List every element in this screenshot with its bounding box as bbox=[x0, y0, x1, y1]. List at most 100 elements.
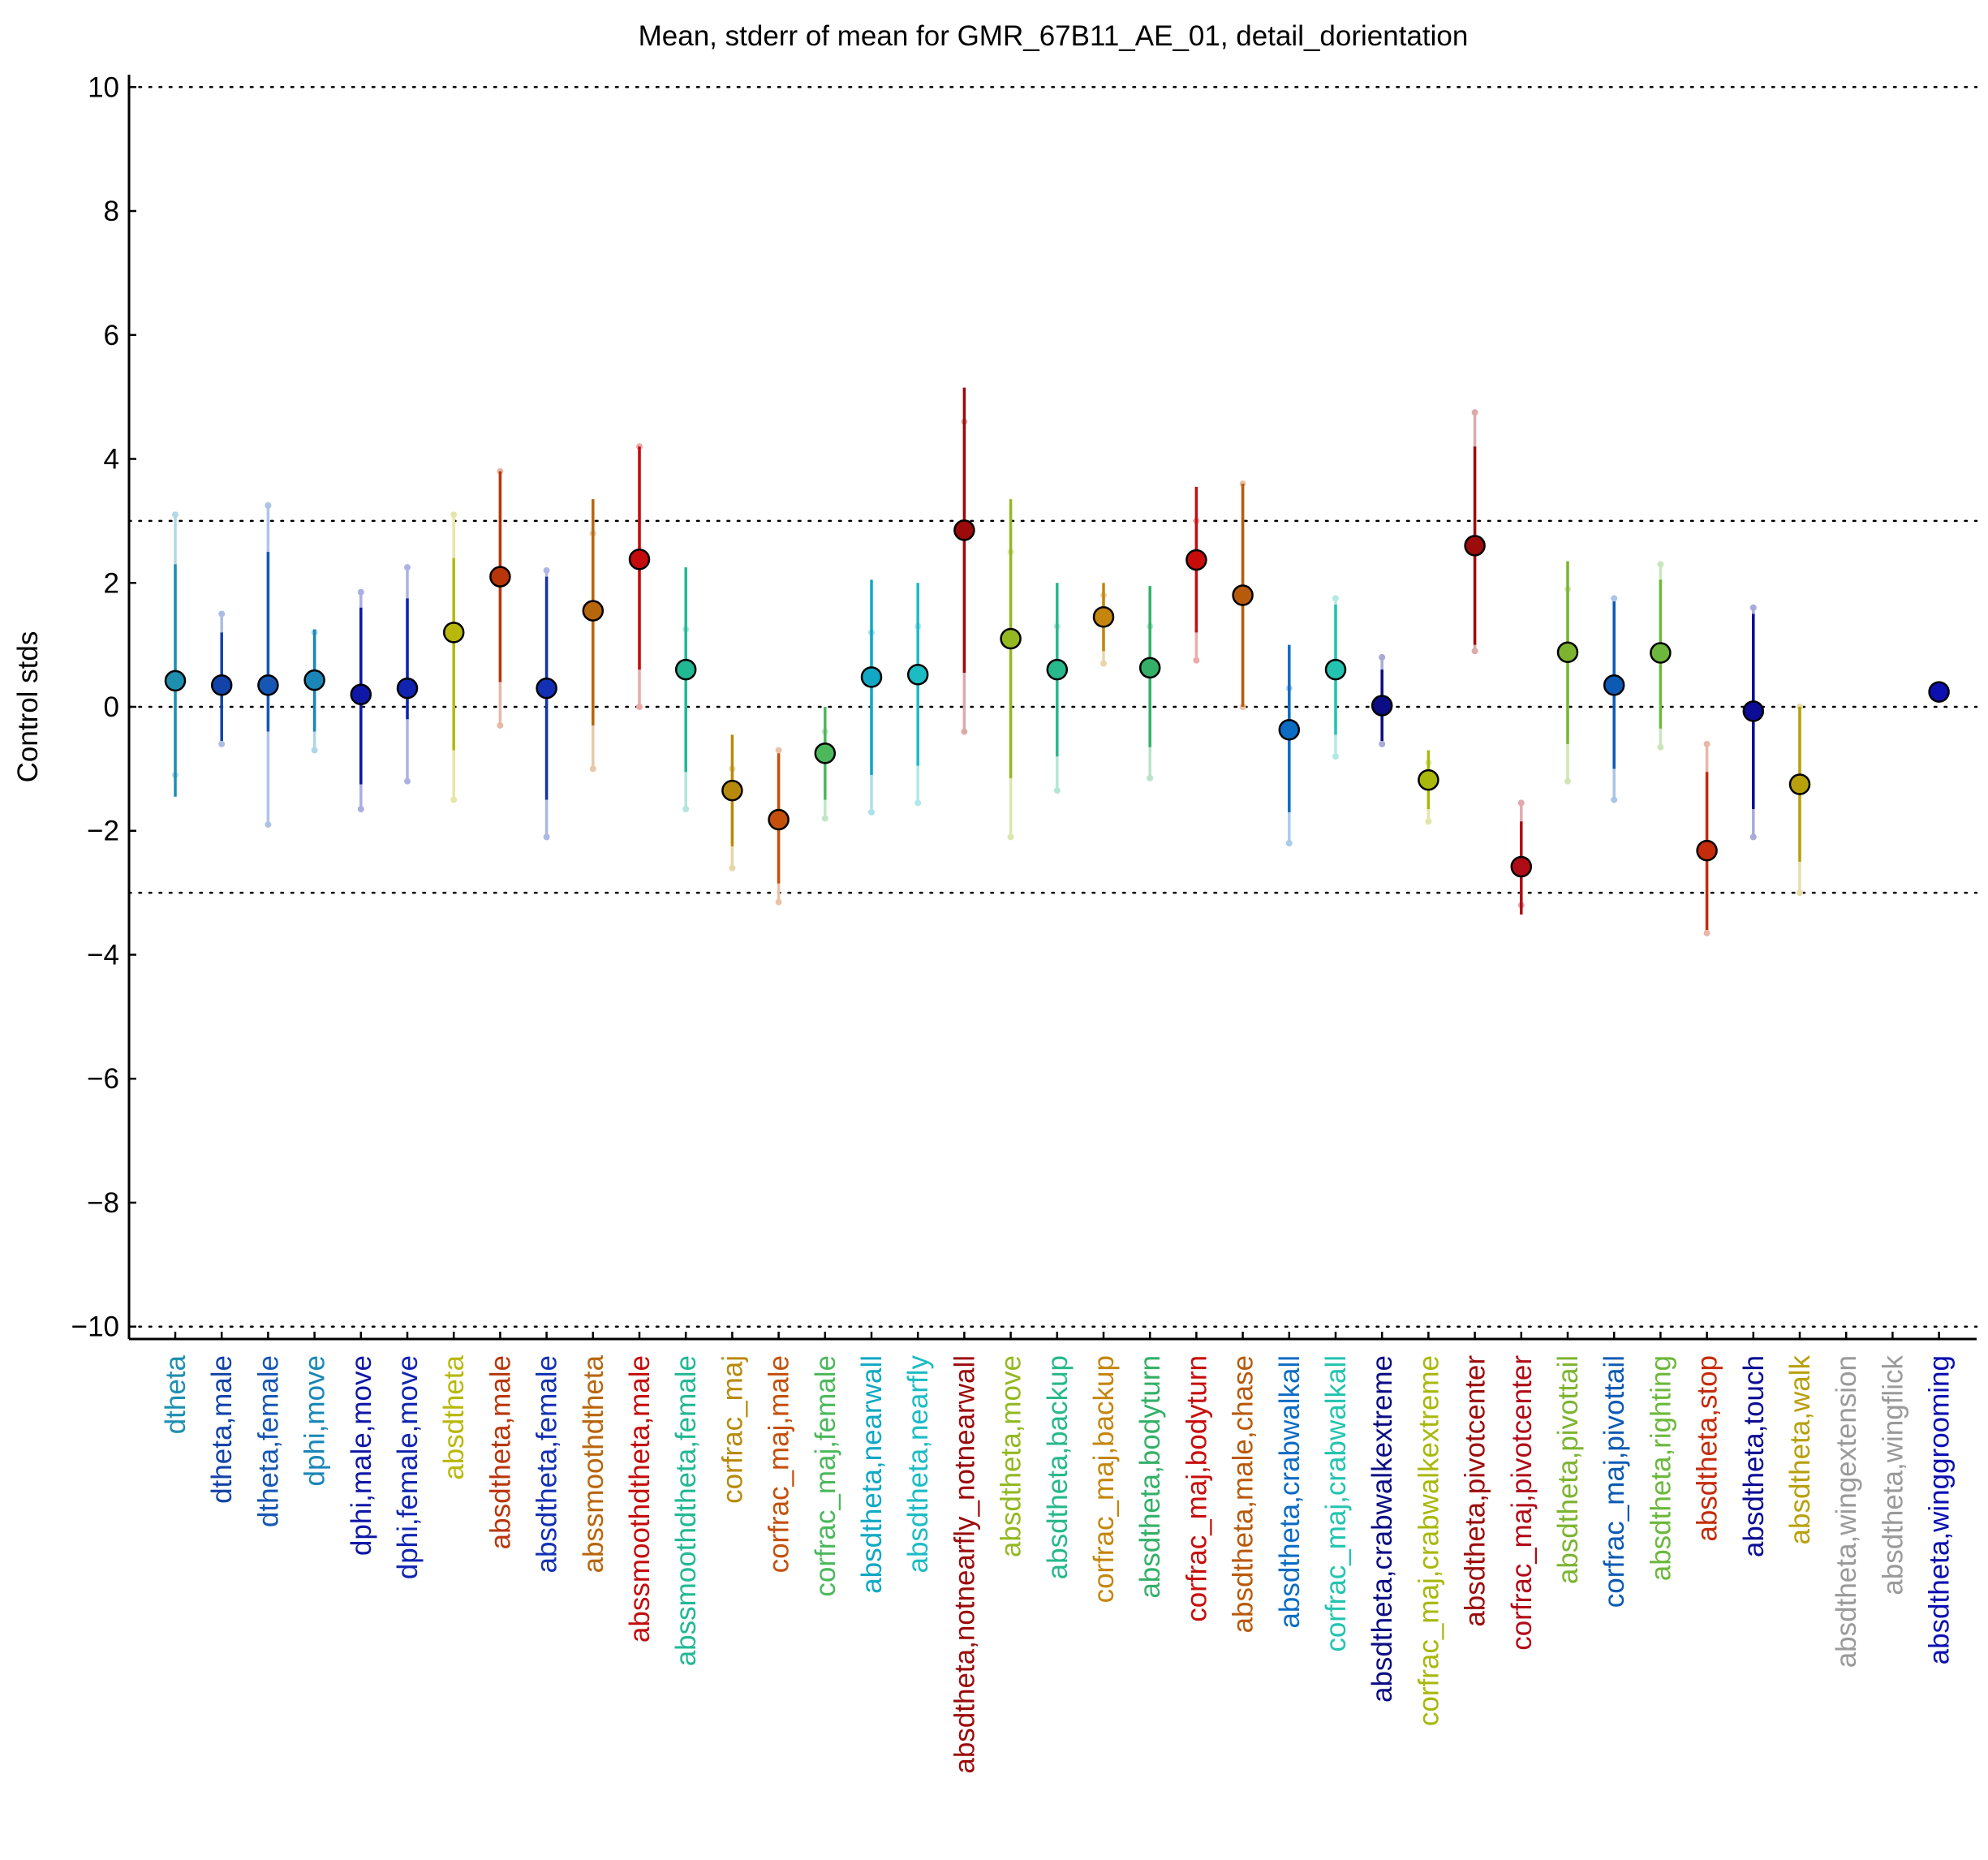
error-bar-light-end bbox=[775, 898, 782, 906]
y-tick-label: −4 bbox=[87, 939, 119, 971]
x-tick-label: corfrac_maj,pivottail bbox=[1599, 1355, 1630, 1608]
mean-point bbox=[953, 519, 975, 541]
x-tick-label: absdtheta,crabwalkall bbox=[1274, 1355, 1306, 1629]
error-bar-light-end bbox=[311, 747, 318, 754]
error-bar-light-end bbox=[1611, 595, 1618, 602]
x-tick-label: dtheta,female bbox=[252, 1355, 284, 1527]
error-bar-light-end bbox=[265, 502, 272, 509]
mean-point bbox=[1556, 641, 1579, 664]
error-bar-light-end bbox=[1007, 833, 1014, 841]
error-bar-light-end bbox=[450, 511, 458, 519]
error-bar-light-end bbox=[589, 765, 596, 773]
mean-point bbox=[1278, 719, 1301, 741]
mean-point bbox=[1232, 584, 1254, 606]
mean-point bbox=[396, 677, 419, 700]
error-bar-light-end bbox=[1797, 889, 1803, 897]
mean-point bbox=[582, 600, 605, 622]
x-tick-label: absdtheta,nearfly bbox=[902, 1355, 934, 1574]
error-bar-light-end bbox=[1517, 799, 1525, 807]
error-bar-light-end bbox=[450, 796, 458, 803]
mean-point bbox=[1603, 674, 1625, 696]
mean-point bbox=[674, 658, 697, 681]
mean-point bbox=[1788, 773, 1811, 795]
mean-point bbox=[1464, 535, 1486, 557]
error-bar-light-end bbox=[914, 799, 922, 807]
mean-point bbox=[1000, 627, 1022, 650]
x-tick-label: corfrac_maj bbox=[716, 1355, 748, 1504]
y-ticks: 10 8 6 4 2 0 −2 −4 −6 −8 −10 bbox=[71, 71, 136, 1343]
error-bar-light-end bbox=[172, 511, 179, 519]
error-bar-light-end bbox=[1611, 796, 1618, 803]
mean-point bbox=[1046, 658, 1069, 681]
x-tick-label: absdtheta bbox=[438, 1354, 470, 1479]
mean-point bbox=[1510, 855, 1533, 878]
x-tick-label: corfrac_maj,female bbox=[810, 1355, 841, 1597]
y-tick-label: 6 bbox=[104, 320, 119, 351]
error-bar-light-end bbox=[1657, 561, 1664, 568]
error-bar-light-end bbox=[775, 747, 782, 754]
x-tick-label: absdtheta,pivotcenter bbox=[1460, 1355, 1491, 1627]
y-tick-label: 10 bbox=[88, 71, 119, 103]
mean-point bbox=[721, 779, 743, 802]
mean-point bbox=[1742, 700, 1765, 722]
mean-point bbox=[906, 664, 929, 686]
error-bar-light-end bbox=[404, 777, 411, 785]
mean-point bbox=[1418, 769, 1439, 791]
error-bar-light-end bbox=[1425, 818, 1432, 825]
error-bar-light-end bbox=[1379, 740, 1386, 747]
x-tick-label: absdtheta,winggrooming bbox=[1924, 1355, 1956, 1664]
x-tick-label: absdtheta,bodyturn bbox=[1134, 1355, 1166, 1599]
x-tick-label: absdtheta,stop bbox=[1692, 1355, 1723, 1542]
mean-point bbox=[860, 666, 883, 688]
mean-point bbox=[164, 670, 187, 692]
x-tick-label: abssmoothdtheta,male bbox=[624, 1355, 656, 1643]
x-tick-label: corfrac_maj,bodyturn bbox=[1181, 1355, 1212, 1622]
x-tick-label: absdtheta,wingextension bbox=[1831, 1355, 1862, 1668]
mean-point bbox=[1928, 681, 1950, 703]
x-tick-label: corfrac_maj,pivotcenter bbox=[1506, 1355, 1538, 1651]
error-bar-light-end bbox=[357, 588, 364, 596]
x-tick-labels: dtheta dtheta,male dtheta,female dphi,move d… bbox=[160, 1354, 1956, 1773]
y-tick-label: −8 bbox=[87, 1187, 119, 1219]
y-tick-label: −10 bbox=[71, 1311, 119, 1343]
error-bar-light-end bbox=[1285, 840, 1293, 847]
mean-point bbox=[350, 683, 372, 705]
mean-point bbox=[489, 566, 511, 588]
error-bar-light-end bbox=[1564, 777, 1571, 785]
y-tick-label: 2 bbox=[104, 567, 119, 599]
error-bar-light-end bbox=[1147, 774, 1154, 781]
x-tick-label: dphi,male,move bbox=[346, 1355, 377, 1556]
y-tick-label: −2 bbox=[87, 816, 119, 847]
x-tick-label: absdtheta,wingflick bbox=[1877, 1355, 1908, 1595]
x-tick-label: absdtheta,crabwalkextreme bbox=[1366, 1355, 1398, 1703]
mean-point bbox=[257, 674, 279, 696]
error-bar-light-end bbox=[1471, 409, 1478, 416]
mean-point bbox=[628, 548, 651, 570]
mean-point bbox=[1696, 839, 1718, 862]
error-bar-light-end bbox=[218, 740, 226, 747]
x-tick-label: abssmoothdtheta,female bbox=[670, 1355, 702, 1666]
x-tick-label: dphi,female,move bbox=[392, 1355, 424, 1579]
y-tick-label: −6 bbox=[87, 1063, 119, 1095]
error-bar-light-end bbox=[1657, 743, 1664, 751]
mean-point bbox=[1092, 606, 1115, 628]
mean-point bbox=[303, 669, 325, 691]
error-bar-light-end bbox=[729, 864, 736, 872]
error-bar-light-end bbox=[543, 833, 550, 841]
error-bar-light-end bbox=[1332, 595, 1339, 602]
error-bar-light-end bbox=[404, 564, 411, 571]
error-bar-light-end bbox=[1100, 660, 1107, 667]
error-bar-light-end bbox=[1053, 787, 1061, 794]
mean-point bbox=[210, 674, 233, 696]
x-tick-label: absdtheta,walk bbox=[1784, 1355, 1816, 1545]
error-bar-light-end bbox=[868, 808, 875, 816]
x-tick-label: dphi,move bbox=[299, 1355, 331, 1486]
error-bar-light-end bbox=[497, 721, 504, 729]
mean-point bbox=[442, 622, 465, 644]
x-tick-label: absdtheta,notnearfly_notnearwall bbox=[949, 1355, 980, 1774]
error-bar-light-end bbox=[1332, 753, 1339, 760]
mean-point bbox=[1138, 657, 1161, 679]
y-tick-label: 0 bbox=[104, 691, 119, 723]
x-ticks bbox=[174, 1332, 1940, 1339]
